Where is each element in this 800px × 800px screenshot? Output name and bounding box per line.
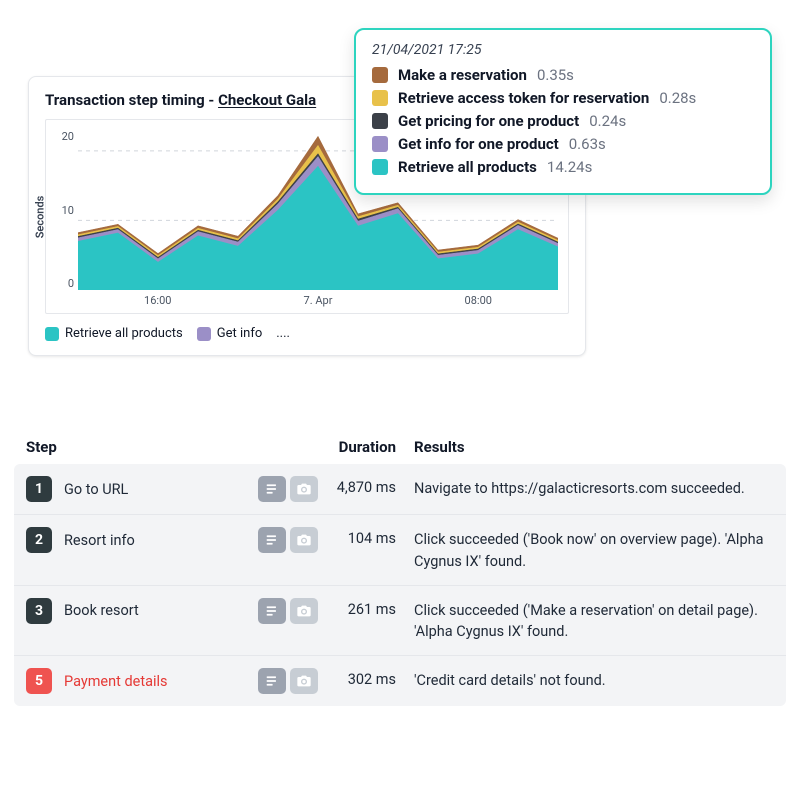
table-row: 3 Book resort 261 ms Click succeeded ('M… [14,586,786,657]
result-cell: 'Credit card details' not found. [414,668,774,692]
log-icon[interactable] [258,598,286,624]
step-number-badge: 1 [26,476,52,502]
tooltip-row: Make a reservation 0.35s [372,66,754,84]
result-cell: Navigate to https://galacticresorts.com … [414,476,774,500]
duration-cell: 4,870 ms [318,476,414,496]
table-row: 5 Payment details 302 ms 'Credit card de… [14,656,786,706]
duration-cell: 104 ms [318,527,414,547]
screenshot-icon[interactable] [290,476,318,502]
title-prefix: Transaction step timing - [45,91,218,109]
legend-item[interactable]: Retrieve all products [45,326,183,341]
chart-tooltip: 21/04/2021 17:25 Make a reservation 0.35… [354,28,772,195]
table-row: 1 Go to URL 4,870 ms Navigate to https:/… [14,464,786,515]
legend-item[interactable]: Get info [197,326,263,341]
result-cell: Click succeeded ('Book now' on overview … [414,527,774,573]
screenshot-icon[interactable] [290,598,318,624]
chart-legend: Retrieve all products Get info.... [45,326,569,341]
tooltip-timestamp: 21/04/2021 17:25 [372,42,754,58]
x-ticks: 16:007. Apr08:00 [56,294,558,307]
step-number-badge: 5 [26,668,52,694]
step-name: Book resort [64,602,246,619]
tooltip-row: Get pricing for one product 0.24s [372,112,754,130]
result-cell: Click succeeded ('Make a reservation' on… [414,598,774,644]
y-ticks: 20100 [56,130,78,290]
step-name: Go to URL [64,481,246,498]
log-icon[interactable] [258,476,286,502]
legend-more[interactable]: .... [276,326,290,341]
step-number-badge: 2 [26,527,52,553]
tooltip-row: Retrieve access token for reservation 0.… [372,89,754,107]
th-duration: Duration [318,438,414,456]
th-step: Step [26,438,318,456]
title-link[interactable]: Checkout Gala [218,91,316,109]
duration-cell: 261 ms [318,598,414,618]
y-axis-label: Seconds [34,195,47,238]
table-row: 2 Resort info 104 ms Click succeeded ('B… [14,515,786,586]
log-icon[interactable] [258,668,286,694]
steps-table: Step Duration Results 1 Go to URL 4,870 … [14,430,786,706]
tooltip-row: Get info for one product 0.63s [372,135,754,153]
step-name: Resort info [64,532,246,549]
screenshot-icon[interactable] [290,668,318,694]
screenshot-icon[interactable] [290,527,318,553]
duration-cell: 302 ms [318,668,414,688]
step-name: Payment details [64,673,246,690]
table-header-row: Step Duration Results [14,430,786,464]
tooltip-row: Retrieve all products 14.24s [372,158,754,176]
th-results: Results [414,438,774,456]
table-body: 1 Go to URL 4,870 ms Navigate to https:/… [14,464,786,706]
step-number-badge: 3 [26,598,52,624]
log-icon[interactable] [258,527,286,553]
